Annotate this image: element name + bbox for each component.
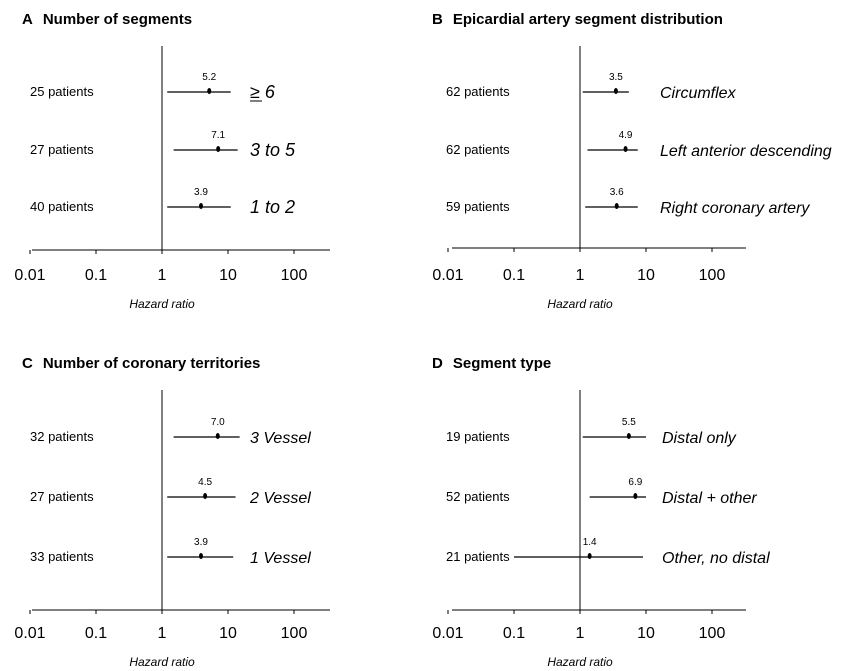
panel-a-tick-label: 100 [281, 267, 308, 284]
panel-d-value-label: 6.9 [628, 477, 642, 488]
panel-a-tick-label: 0.1 [85, 267, 107, 284]
panel-b-tick-label: 0.01 [432, 267, 463, 284]
panel-a-tick-label: 0.01 [14, 267, 45, 284]
panel-c-value-label: 3.9 [194, 537, 208, 548]
panel-b-category-label: Circumflex [660, 85, 737, 102]
panel-c-value-label: 4.5 [198, 477, 212, 488]
panel-a-row-patients: 25 patients [30, 84, 94, 99]
panel-d-row-patients: 21 patients [446, 549, 510, 564]
panel-a-point-estimate [216, 146, 221, 152]
panel-c-row-patients: 27 patients [30, 489, 94, 504]
panel-d-title-text: Segment type [453, 355, 551, 372]
panel-c-point-estimate [203, 493, 208, 499]
panel-b-tick-label: 10 [637, 267, 655, 284]
panel-b-title: B Epicardial artery segment distribution [432, 11, 723, 28]
panel-a-x-label: Hazard ratio [129, 297, 195, 311]
panel-b-point-estimate [613, 88, 618, 94]
panel-b-letter: B [432, 11, 443, 28]
panel-a-point-estimate [199, 203, 204, 209]
panel-b-tick-label: 1 [576, 267, 585, 284]
panel-a-category-label: 1 to 2 [250, 197, 295, 217]
panel-b-row-patients: 62 patients [446, 142, 510, 157]
panel-b-row-patients: 62 patients [446, 84, 510, 99]
panel-d-row-patients: 19 patients [446, 429, 510, 444]
panel-c-row-patients: 33 patients [30, 549, 94, 564]
panel-c-letter: C [22, 355, 33, 372]
panel-b-value-label: 4.9 [619, 130, 633, 141]
panel-b-point-estimate [623, 146, 628, 152]
panel-a-value-label: 7.1 [211, 130, 225, 141]
panel-d-category-label: Distal only [662, 430, 737, 447]
panel-d-tick-label: 100 [699, 625, 726, 642]
panel-a-category-label: ≥ 6 [250, 82, 276, 102]
panel-d-category-label: Distal + other [662, 490, 757, 507]
panel-a-title: A Number of segments [22, 11, 192, 28]
panel-d-x-label: Hazard ratio [547, 655, 613, 669]
panel-c-row-patients: 32 patients [30, 429, 94, 444]
panel-c-title: C Number of coronary territories [22, 355, 260, 372]
panel-d-row-patients: 52 patients [446, 489, 510, 504]
panel-c-x-label: Hazard ratio [129, 655, 195, 669]
panel-c-tick-label: 1 [158, 625, 167, 642]
panel-b-value-label: 3.5 [609, 72, 623, 83]
panel-d-value-label: 5.5 [622, 417, 636, 428]
panel-c-category-label: 3 Vessel [250, 430, 311, 447]
panel-b-tick-label: 0.1 [503, 267, 525, 284]
panel-b-title-text: Epicardial artery segment distribution [453, 11, 723, 28]
panel-b-category-label: Left anterior descending [660, 143, 832, 160]
panel-a-point-estimate [207, 88, 212, 94]
panel-c-category-label: 1 Vessel [250, 550, 311, 567]
panel-a-title-text: Number of segments [43, 11, 192, 28]
panel-c-tick-label: 100 [281, 625, 308, 642]
panel-b-tick-label: 100 [699, 267, 726, 284]
panel-d-tick-label: 1 [576, 625, 585, 642]
panel-b-category-label: Right coronary artery [660, 200, 810, 217]
panel-d-point-estimate [587, 553, 592, 559]
panel-a-row-patients: 40 patients [30, 199, 94, 214]
panel-d-tick-label: 10 [637, 625, 655, 642]
panel-d-value-label: 1.4 [583, 537, 597, 548]
panel-c-point-estimate [215, 433, 220, 439]
panel-c-tick-label: 10 [219, 625, 237, 642]
panel-a-category-label: 3 to 5 [250, 140, 296, 160]
panel-c-tick-label: 0.01 [14, 625, 45, 642]
panel-d-tick-label: 0.01 [432, 625, 463, 642]
panel-d-point-estimate [633, 493, 638, 499]
panel-a-value-label: 3.9 [194, 187, 208, 198]
panel-a-tick-label: 10 [219, 267, 237, 284]
panel-b-row-patients: 59 patients [446, 199, 510, 214]
panel-a-letter: A [22, 11, 33, 28]
panel-a-tick-label: 1 [158, 267, 167, 284]
panel-c-category-label: 2 Vessel [249, 490, 311, 507]
panel-b-point-estimate [614, 203, 619, 209]
panel-c-value-label: 7.0 [211, 417, 225, 428]
panel-c-title-text: Number of coronary territories [43, 355, 261, 372]
panel-b-x-label: Hazard ratio [547, 297, 613, 311]
panel-d-category-label: Other, no distal [662, 550, 770, 567]
panel-c-tick-label: 0.1 [85, 625, 107, 642]
panel-c-point-estimate [199, 553, 204, 559]
panel-d-title: D Segment type [432, 355, 551, 372]
panel-a-row-patients: 27 patients [30, 142, 94, 157]
panel-d-tick-label: 0.1 [503, 625, 525, 642]
panel-d-letter: D [432, 355, 443, 372]
panel-a-value-label: 5.2 [202, 72, 216, 83]
panel-b-value-label: 3.6 [610, 187, 624, 198]
panel-d-point-estimate [626, 433, 631, 439]
